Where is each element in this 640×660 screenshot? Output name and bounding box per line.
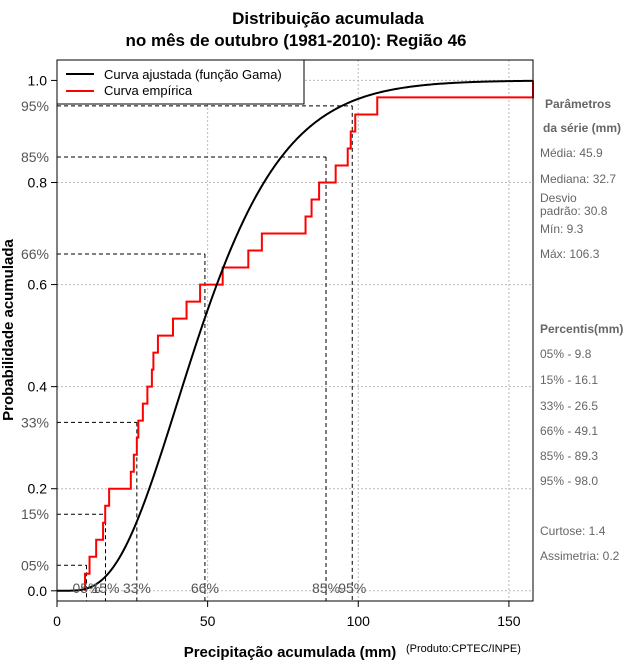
x-axis-title: Precipitação acumulada (mm) [184,644,397,660]
stat-mediana: Mediana: 32.7 [540,172,616,186]
y-tick-label-2: 0.4 [28,379,48,395]
x-tick-label-1: 50 [200,613,216,629]
pct-x-label-33%: 33% [123,580,151,596]
legend: Curva ajustada (função Gama) Curva empír… [56,59,305,105]
x-tick-label-3: 150 [497,613,521,629]
percentil-33: 33% - 26.5 [540,399,598,413]
stat-min: Mín: 9.3 [540,222,584,236]
y-tick-label-0: 0.0 [28,583,48,599]
percentil-85: 85% - 89.3 [540,449,598,463]
params-heading-2: da série (mm) [543,121,621,135]
percentil-15: 15% - 16.1 [540,373,598,387]
params-heading-1: Parâmetros [545,97,611,111]
empirical-series-line [84,80,534,591]
stat-desvio-line1: Desvio [540,191,577,205]
side-panel: Parâmetros da série (mm) Média: 45.9 Med… [540,97,623,563]
pct-x-label-05%: 05% [73,580,101,596]
y-axis-title: Probabilidade acumulada [0,238,17,420]
pct-y-label-05%: 05% [21,557,49,573]
gamma-fit-series-line [57,79,534,592]
pct-y-label-66%: 66% [21,246,49,262]
pct-x-label-95%: 95% [338,580,366,596]
y-tick-label-5: 1.0 [28,72,48,88]
legend-label-gamma: Curva ajustada (função Gama) [104,67,282,82]
percentil-66: 66% - 49.1 [540,424,598,438]
pct-y-label-15%: 15% [21,506,49,522]
percentil-05: 05% - 9.8 [540,347,592,361]
credit-text: (Produto:CPTEC/INPE) [406,643,521,655]
legend-label-empirical: Curva empírica [104,83,193,98]
percentil-95: 95% - 98.0 [540,474,598,488]
pct-x-label-85%: 85% [312,580,340,596]
stat-max: Máx: 106.3 [540,247,600,261]
y-tick-label-3: 0.6 [28,277,48,293]
axis-ticks: 0 50 100 150 0.0 0.2 0.4 0.6 0.8 1.0 [28,72,521,629]
percentile-guides [57,105,353,601]
x-tick-label-0: 0 [53,613,61,629]
stat-desvio-line2: padrão: 30.8 [540,204,608,218]
stat-curtose: Curtose: 1.4 [540,524,606,538]
pct-y-label-95%: 95% [21,98,49,114]
stat-media: Média: 45.9 [540,146,603,160]
chart-title-line1: Distribuição acumulada [232,9,424,28]
pct-y-label-33%: 33% [21,414,49,430]
x-tick-label-2: 100 [347,613,371,629]
chart-title-line2: no mês de outubro (1981-2010): Região 46 [125,31,466,50]
stat-assimetria: Assimetria: 0.2 [540,549,620,563]
y-tick-label-1: 0.2 [28,481,48,497]
percentile-labels: 05%05%15%15%33%33%66%66%85%85%95%95% [21,98,366,596]
pct-x-label-15%: 15% [91,580,119,596]
pct-x-label-66%: 66% [191,580,219,596]
legend-box [56,59,305,105]
pct-y-label-85%: 85% [21,149,49,165]
percentis-heading: Percentis(mm) [540,322,623,336]
y-tick-label-4: 0.8 [28,174,48,190]
